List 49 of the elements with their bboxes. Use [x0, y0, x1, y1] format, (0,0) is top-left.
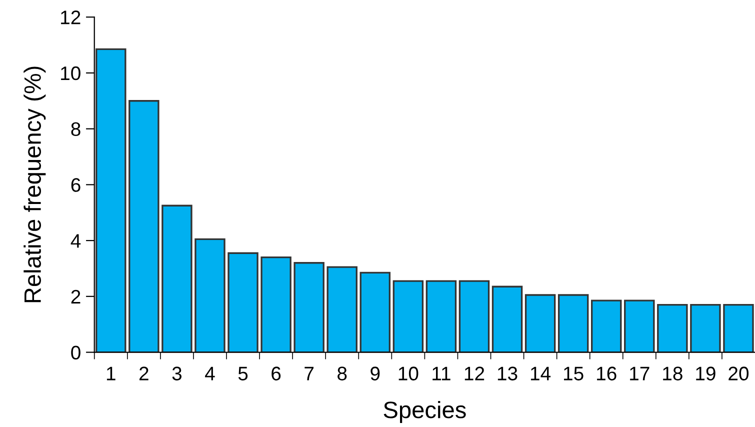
bar [458, 280, 490, 352]
bar [128, 100, 160, 352]
x-tick-label: 1 [106, 366, 116, 380]
x-tick-label: 9 [370, 366, 380, 380]
y-tick-label: 10 [61, 66, 80, 80]
bar [657, 304, 688, 352]
bar [690, 304, 721, 352]
x-tick-label: 15 [564, 366, 584, 380]
bar [294, 262, 324, 352]
y-tick-label: 8 [71, 122, 80, 136]
x-tick-label: 3 [172, 366, 182, 380]
x-tick-label: 5 [238, 366, 248, 380]
bar [228, 252, 258, 352]
x-tick-label: 7 [304, 366, 314, 380]
x-tick-label: 19 [696, 366, 716, 380]
bar [492, 286, 523, 352]
x-tick-label: 6 [272, 366, 281, 380]
bar [162, 204, 192, 352]
y-tick-label: 0 [71, 346, 80, 360]
x-tick-label: 4 [205, 366, 215, 380]
bar [558, 294, 589, 352]
y-axis-title: Relative frequency (%) [24, 66, 46, 302]
x-tick-label: 11 [432, 366, 450, 380]
x-tick-label: 17 [630, 366, 650, 380]
y-tick-label: 4 [70, 234, 81, 248]
x-tick-label: 16 [597, 366, 616, 380]
bar [624, 300, 655, 352]
bar [326, 266, 358, 352]
bar [260, 256, 292, 352]
x-axis-title: Species [384, 400, 466, 423]
bar [360, 272, 391, 352]
y-tick-label: 2 [71, 290, 80, 304]
bar [590, 300, 622, 352]
y-tick-label: 12 [61, 10, 80, 24]
bar [426, 280, 457, 352]
bar [96, 48, 126, 352]
bar [723, 304, 754, 352]
x-tick-label: 20 [728, 366, 749, 380]
x-tick-label: 14 [530, 366, 551, 380]
x-tick-label: 8 [338, 366, 347, 380]
x-tick-label: 13 [498, 366, 518, 380]
bar [392, 280, 424, 352]
x-tick-label: 2 [139, 366, 148, 380]
bar [194, 238, 226, 352]
y-tick-label: 6 [71, 178, 80, 192]
bar [524, 294, 556, 352]
x-tick-label: 10 [398, 366, 418, 380]
x-tick-label: 18 [663, 366, 682, 380]
x-tick-label: 12 [464, 366, 484, 380]
